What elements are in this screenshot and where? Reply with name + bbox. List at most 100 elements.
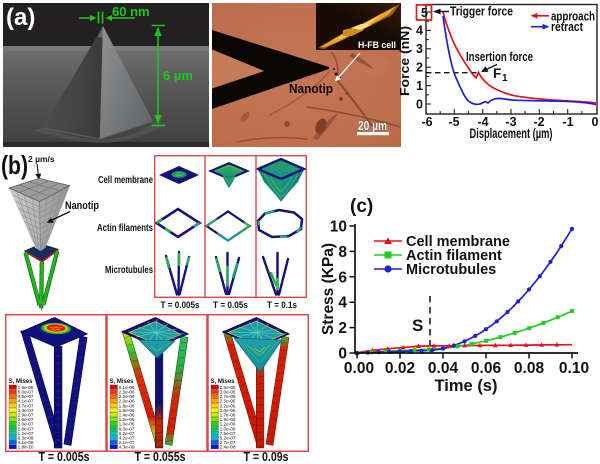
svg-text:6: 6: [338, 269, 347, 286]
svg-text:4.5e-07: 4.5e-07: [18, 394, 34, 399]
svg-text:1.0e-06: 1.0e-06: [220, 426, 236, 431]
svg-text:0: 0: [416, 97, 423, 111]
svg-text:5: 5: [421, 6, 428, 20]
svg-text:Displacement (µm): Displacement (µm): [470, 126, 553, 141]
svg-text:Nanotip: Nanotip: [289, 81, 333, 96]
svg-text:4: 4: [416, 24, 423, 38]
svg-text:1.5e-06: 1.5e-06: [220, 417, 236, 422]
svg-text:1.6e-06: 1.6e-06: [119, 408, 135, 413]
svg-text:6.1e-06: 6.1e-06: [119, 385, 135, 390]
svg-text:3: 3: [416, 42, 423, 56]
svg-text:3.0e-06: 3.0e-06: [220, 390, 236, 395]
svg-text:Stress (KPa): Stress (KPa): [320, 243, 337, 335]
svg-text:5.0e-07: 5.0e-07: [18, 390, 34, 395]
svg-text:-4: -4: [477, 115, 488, 129]
svg-text:0: 0: [338, 346, 347, 363]
svg-text:T = 0.005s: T = 0.005s: [161, 300, 200, 311]
svg-text:20 µm: 20 µm: [358, 119, 387, 133]
svg-text:(a): (a): [6, 4, 35, 31]
svg-text:F: F: [493, 66, 501, 81]
svg-text:2.5e-06: 2.5e-06: [220, 399, 236, 404]
svg-text:S: S: [412, 316, 423, 335]
svg-text:1.2e-06: 1.2e-06: [220, 422, 236, 427]
svg-text:1.8e-10: 1.8e-10: [18, 445, 34, 450]
svg-text:-3: -3: [505, 115, 516, 129]
svg-text:2: 2: [338, 320, 347, 337]
svg-text:2.2e-06: 2.2e-06: [119, 394, 135, 399]
svg-text:4: 4: [338, 295, 347, 312]
svg-text:3.7e-07: 3.7e-07: [18, 403, 34, 408]
svg-text:6.2e-07: 6.2e-07: [119, 431, 135, 436]
svg-text:1.7e-06: 1.7e-06: [220, 413, 236, 418]
svg-text:2.7e-07: 2.7e-07: [220, 440, 236, 445]
svg-text:8.3e-08: 8.3e-08: [18, 436, 34, 441]
svg-text:5.2e-07: 5.2e-07: [220, 436, 236, 441]
svg-text:1: 1: [502, 73, 508, 84]
svg-text:Force (nN): Force (nN): [397, 26, 412, 96]
svg-text:0.08: 0.08: [514, 360, 545, 377]
svg-text:0.00: 0.00: [344, 360, 374, 377]
svg-text:2.9e-07: 2.9e-07: [18, 413, 34, 418]
svg-text:2.7e-06: 2.7e-06: [220, 394, 236, 399]
svg-text:(c): (c): [350, 196, 373, 217]
svg-text:Actin filament: Actin filament: [406, 248, 502, 264]
svg-text:0.06: 0.06: [471, 360, 502, 377]
svg-text:2: 2: [416, 61, 423, 75]
svg-text:S, Mises: S, Mises: [110, 379, 135, 385]
svg-text:0.02: 0.02: [385, 360, 415, 377]
svg-text:retract: retract: [551, 19, 584, 34]
svg-text:4.1e-07: 4.1e-07: [18, 399, 34, 404]
svg-text:Nanotip: Nanotip: [65, 200, 99, 212]
svg-text:Cell membrane: Cell membrane: [98, 174, 153, 186]
svg-text:3.3e-07: 3.3e-07: [18, 408, 34, 413]
svg-text:-2: -2: [533, 115, 544, 129]
svg-text:H-FB cell: H-FB cell: [358, 40, 396, 51]
svg-text:4.2e-07: 4.2e-07: [119, 436, 135, 441]
svg-text:2.0e-06: 2.0e-06: [220, 408, 236, 413]
svg-text:2.0e-06: 2.0e-06: [119, 399, 135, 404]
svg-text:1.2e-06: 1.2e-06: [119, 417, 135, 422]
svg-text:Actin filaments: Actin filaments: [97, 222, 153, 234]
svg-text:10: 10: [330, 219, 347, 236]
svg-text:2.5e-06: 2.5e-06: [119, 390, 135, 395]
svg-text:1.6e-06: 1.6e-06: [18, 385, 34, 390]
svg-text:60 nm: 60 nm: [112, 4, 150, 19]
svg-text:Microtubules: Microtubules: [406, 262, 496, 278]
svg-text:2.1e-07: 2.1e-07: [119, 440, 135, 445]
svg-text:2.4e-08: 2.4e-08: [220, 445, 236, 450]
svg-text:Cell membrane: Cell membrane: [406, 234, 510, 250]
svg-text:1.4e-06: 1.4e-06: [119, 413, 135, 418]
svg-text:1.2e-07: 1.2e-07: [18, 431, 34, 436]
svg-text:8: 8: [338, 244, 347, 261]
svg-text:1.0e-06: 1.0e-06: [119, 422, 135, 427]
svg-text:2 µm/s: 2 µm/s: [28, 154, 55, 164]
svg-text:0: 0: [592, 115, 599, 129]
svg-text:7.5e-07: 7.5e-07: [220, 431, 236, 436]
svg-text:T = 0.005s: T = 0.005s: [39, 450, 90, 464]
svg-text:S, Mises: S, Mises: [9, 379, 34, 385]
svg-text:T = 0.1s: T = 0.1s: [267, 300, 297, 311]
svg-text:Insertion force: Insertion force: [466, 50, 533, 64]
svg-text:2.2e-06: 2.2e-06: [220, 403, 236, 408]
svg-text:2.0e-07: 2.0e-07: [18, 422, 34, 427]
svg-text:2.5e-05: 2.5e-05: [220, 385, 236, 390]
svg-text:S, Mises: S, Mises: [211, 379, 236, 385]
svg-text:-6: -6: [421, 115, 432, 129]
svg-text:Trigger force: Trigger force: [450, 5, 513, 19]
svg-text:-1: -1: [562, 115, 573, 129]
svg-text:1.6e-07: 1.6e-07: [18, 426, 34, 431]
svg-text:1: 1: [416, 79, 423, 93]
svg-text:0.10: 0.10: [559, 360, 589, 377]
svg-text:Microtubules: Microtubules: [105, 264, 153, 276]
svg-text:4.1e-08: 4.1e-08: [18, 440, 34, 445]
svg-text:1.8e-06: 1.8e-06: [119, 403, 135, 408]
svg-text:T = 0.05s: T = 0.05s: [213, 300, 248, 311]
svg-text:approach: approach: [551, 8, 595, 23]
svg-text:2.5e-07: 2.5e-07: [18, 417, 34, 422]
svg-text:-5: -5: [448, 115, 459, 129]
svg-text:0.04: 0.04: [428, 360, 459, 377]
svg-text:8.3e-07: 8.3e-07: [119, 426, 135, 431]
svg-text:T = 0.055s: T = 0.055s: [135, 450, 186, 464]
svg-text:4.3e-09: 4.3e-09: [119, 445, 135, 450]
svg-text:T = 0.09s: T = 0.09s: [244, 450, 289, 464]
